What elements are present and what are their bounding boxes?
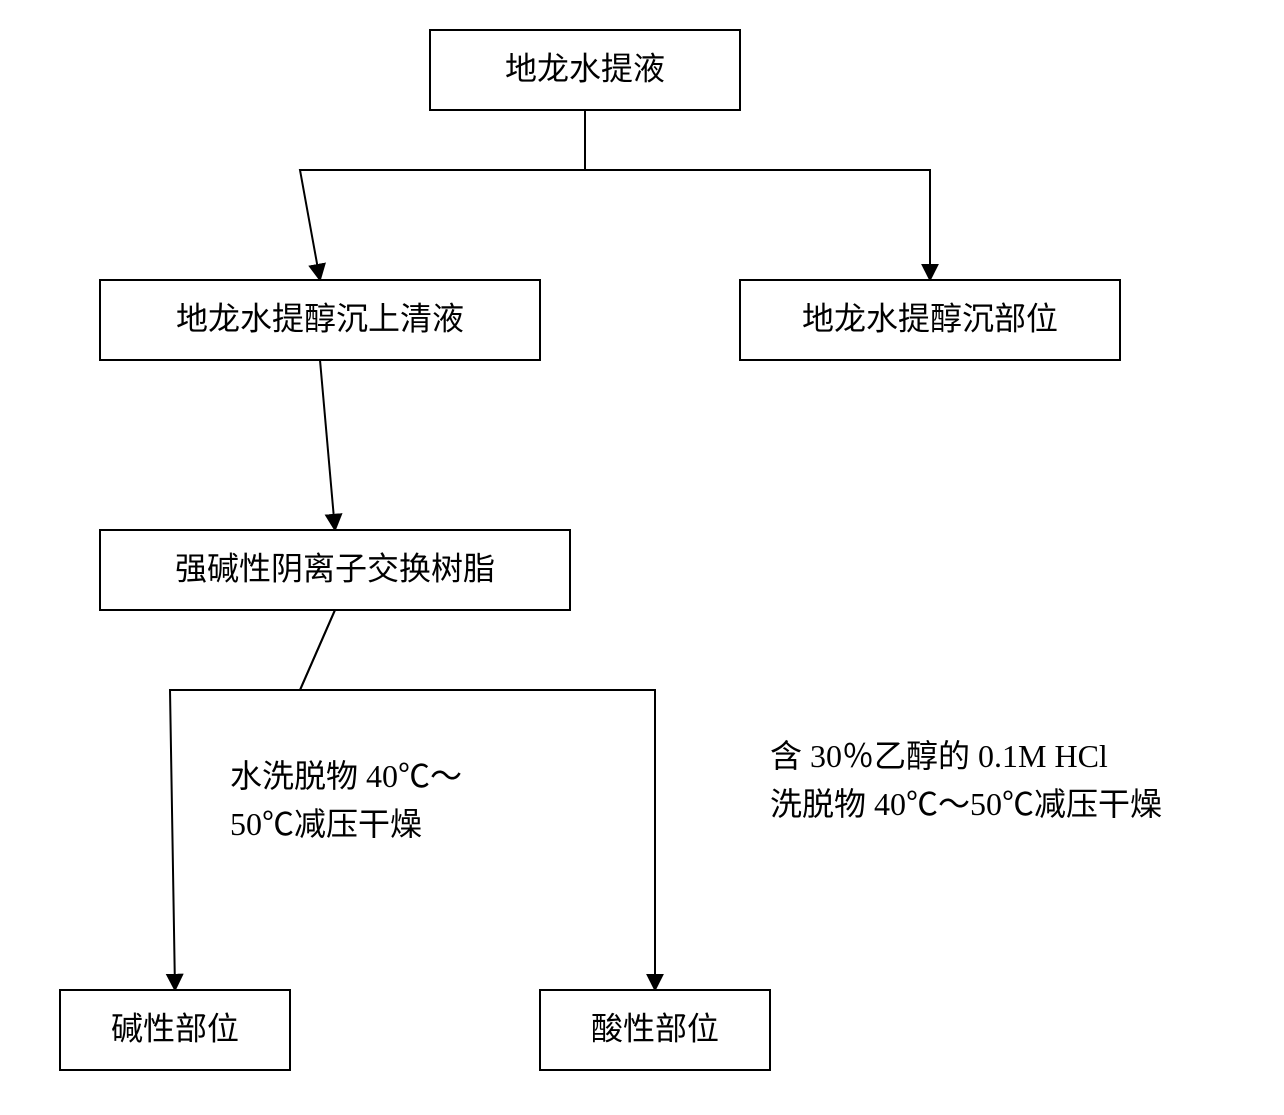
flow-edge [300, 110, 585, 280]
flow-node-label: 强碱性阴离子交换树脂 [175, 550, 495, 586]
flow-edge [585, 110, 930, 280]
flow-edge [320, 360, 335, 530]
flow-node-label: 酸性部位 [591, 1010, 719, 1046]
flow-node: 酸性部位 [540, 990, 770, 1070]
flow-node: 地龙水提醇沉部位 [740, 280, 1120, 360]
edge-label: 含 30％乙醇的 0.1M HCl洗脱物 40℃～50℃减压干燥 [770, 738, 1162, 822]
edge-label: 水洗脱物 40℃～50℃减压干燥 [230, 758, 462, 842]
flow-node-label: 碱性部位 [111, 1010, 239, 1046]
flow-node: 碱性部位 [60, 990, 290, 1070]
flow-node-label: 地龙水提醇沉部位 [802, 300, 1058, 336]
flow-node-label: 地龙水提醇沉上清液 [176, 300, 464, 336]
flow-node: 强碱性阴离子交换树脂 [100, 530, 570, 610]
flow-node: 地龙水提醇沉上清液 [100, 280, 540, 360]
flow-node: 地龙水提液 [430, 30, 740, 110]
flow-edge [300, 610, 655, 990]
flow-node-label: 地龙水提液 [505, 50, 665, 86]
